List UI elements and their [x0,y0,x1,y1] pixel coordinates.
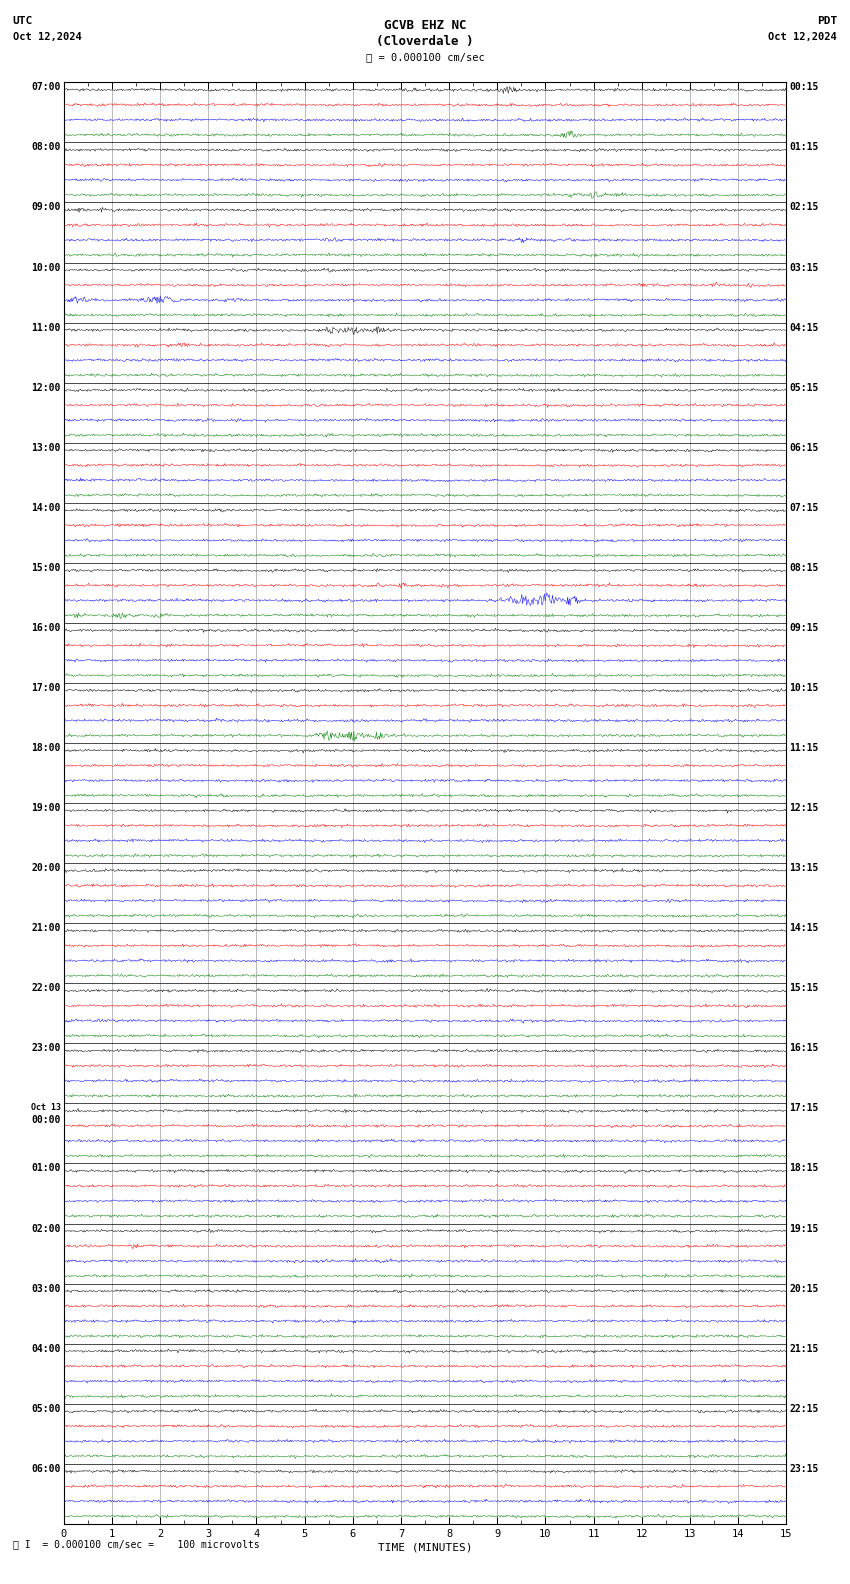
Text: 04:00: 04:00 [31,1343,61,1354]
Text: 03:15: 03:15 [789,263,819,272]
Text: PDT: PDT [817,16,837,25]
Text: 19:00: 19:00 [31,803,61,813]
Text: 19:15: 19:15 [789,1223,819,1234]
Text: 23:00: 23:00 [31,1044,61,1053]
Text: 09:00: 09:00 [31,203,61,212]
Text: 07:00: 07:00 [31,82,61,92]
Text: 15:00: 15:00 [31,562,61,573]
Text: 10:00: 10:00 [31,263,61,272]
Text: 18:00: 18:00 [31,743,61,752]
Text: 06:15: 06:15 [789,442,819,453]
Text: 11:15: 11:15 [789,743,819,752]
Text: 18:15: 18:15 [789,1163,819,1174]
Text: 12:00: 12:00 [31,383,61,393]
Text: 12:15: 12:15 [789,803,819,813]
Text: ⎹ I  = 0.000100 cm/sec =    100 microvolts: ⎹ I = 0.000100 cm/sec = 100 microvolts [13,1540,259,1549]
Text: 17:15: 17:15 [789,1104,819,1114]
Text: 01:15: 01:15 [789,143,819,152]
Text: 20:15: 20:15 [789,1283,819,1294]
Text: 21:00: 21:00 [31,923,61,933]
Text: Oct 13: Oct 13 [31,1104,61,1112]
Text: Oct 12,2024: Oct 12,2024 [768,32,837,41]
Text: Oct 12,2024: Oct 12,2024 [13,32,82,41]
Text: 23:15: 23:15 [789,1464,819,1473]
Text: GCVB EHZ NC: GCVB EHZ NC [383,19,467,32]
Text: 08:00: 08:00 [31,143,61,152]
Text: 14:00: 14:00 [31,502,61,513]
Text: 08:15: 08:15 [789,562,819,573]
Text: 09:15: 09:15 [789,623,819,634]
Text: 05:15: 05:15 [789,383,819,393]
Text: 03:00: 03:00 [31,1283,61,1294]
Text: 07:15: 07:15 [789,502,819,513]
Text: 02:15: 02:15 [789,203,819,212]
Text: 21:15: 21:15 [789,1343,819,1354]
Text: 16:00: 16:00 [31,623,61,634]
Text: 10:15: 10:15 [789,683,819,692]
Text: 14:15: 14:15 [789,923,819,933]
Text: ⎹ = 0.000100 cm/sec: ⎹ = 0.000100 cm/sec [366,52,484,62]
X-axis label: TIME (MINUTES): TIME (MINUTES) [377,1543,473,1552]
Text: 15:15: 15:15 [789,984,819,993]
Text: 20:00: 20:00 [31,863,61,873]
Text: 00:15: 00:15 [789,82,819,92]
Text: (Cloverdale ): (Cloverdale ) [377,35,473,48]
Text: 02:00: 02:00 [31,1223,61,1234]
Text: 04:15: 04:15 [789,323,819,333]
Text: 22:00: 22:00 [31,984,61,993]
Text: 13:00: 13:00 [31,442,61,453]
Text: UTC: UTC [13,16,33,25]
Text: 17:00: 17:00 [31,683,61,692]
Text: 11:00: 11:00 [31,323,61,333]
Text: 00:00: 00:00 [31,1115,61,1125]
Text: 22:15: 22:15 [789,1403,819,1413]
Text: 05:00: 05:00 [31,1403,61,1413]
Text: 13:15: 13:15 [789,863,819,873]
Text: 06:00: 06:00 [31,1464,61,1473]
Text: 01:00: 01:00 [31,1163,61,1174]
Text: 16:15: 16:15 [789,1044,819,1053]
